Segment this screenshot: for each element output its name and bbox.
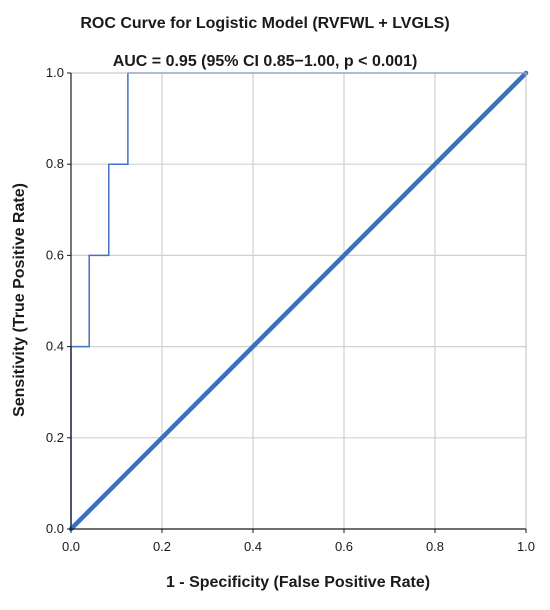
gridlines (71, 73, 526, 529)
y-axis-label: Sensitivity (True Positive Rate) (11, 183, 28, 417)
x-tick-label-1: 0.2 (153, 539, 171, 554)
chart-title: ROC Curve for Logistic Model (RVFWL + LV… (80, 15, 449, 32)
x-tick-label-5: 1.0 (517, 539, 535, 554)
roc-curve-line (70, 72, 526, 529)
y-tick-label-1: 0.2 (46, 430, 64, 445)
x-tick-label-4: 0.8 (426, 539, 444, 554)
y-tick-label-3: 0.6 (46, 247, 64, 262)
y-tick-label-5: 1.0 (46, 65, 64, 80)
reference-diagonal-line (68, 70, 529, 532)
y-tick-label-4: 0.8 (46, 156, 64, 171)
tick-labels: 0.0 0.2 0.4 0.6 0.8 1.0 0.0 0.2 0.4 0.6 0.8 1.0 (46, 65, 535, 554)
y-tick-label-0: 0.0 (46, 521, 64, 536)
chart-subtitle: AUC = 0.95 (95% CI 0.85−1.00, p < 0.001) (113, 53, 418, 70)
x-tick-label-0: 0.0 (62, 539, 80, 554)
axes (67, 72, 527, 533)
x-tick-label-2: 0.4 (244, 539, 262, 554)
series-layer (68, 70, 529, 532)
y-tick-label-2: 0.4 (46, 339, 64, 354)
x-axis-label: 1 - Specificity (False Positive Rate) (166, 574, 430, 591)
x-tick-label-3: 0.6 (335, 539, 353, 554)
